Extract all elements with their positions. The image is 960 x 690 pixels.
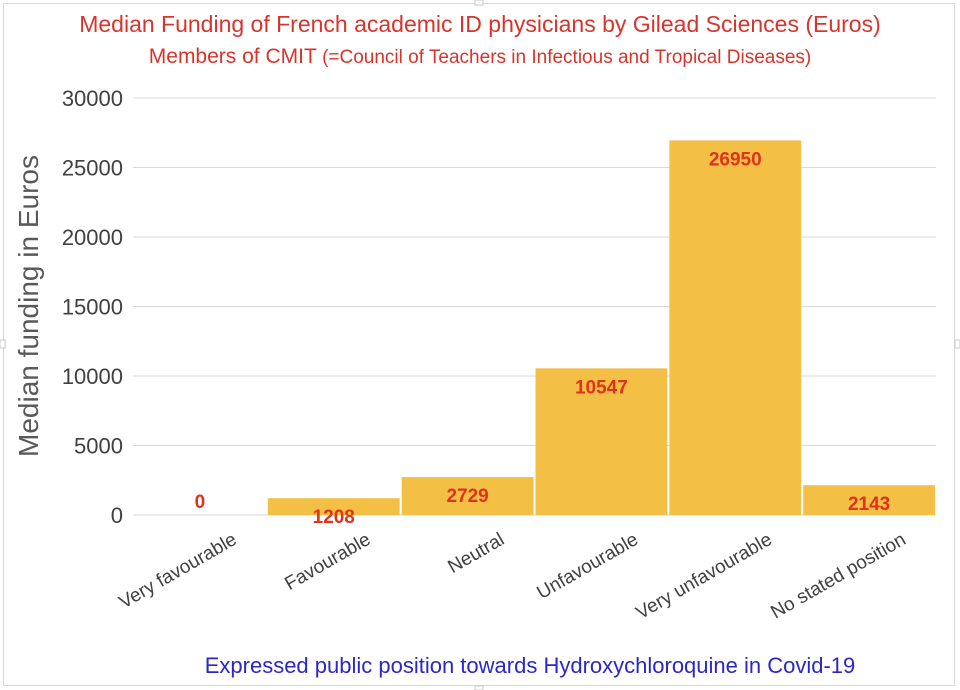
y-tick-label: 25000 <box>62 156 123 181</box>
chart-title: Median Funding of French academic ID phy… <box>79 11 881 37</box>
resize-handle-bottom[interactable] <box>474 685 484 690</box>
y-tick-label: 30000 <box>62 86 123 111</box>
bar <box>267 498 400 515</box>
gridlines <box>133 97 936 516</box>
x-axis-ticks: Very favourable Favourable Neutral Unfavour… <box>116 529 910 624</box>
x-axis-label: Expressed public position towards Hydrox… <box>204 653 856 678</box>
data-label: 1208 <box>313 507 355 528</box>
resize-handle-right[interactable] <box>954 339 960 349</box>
data-label: 26950 <box>709 149 762 170</box>
data-label: 2729 <box>446 486 488 507</box>
y-tick-label: 15000 <box>62 295 123 320</box>
x-tick-label: Neutral <box>445 529 509 578</box>
bar <box>401 477 534 515</box>
resize-handle-left[interactable] <box>0 339 6 349</box>
data-label: 0 <box>195 492 206 513</box>
y-tick-label: 20000 <box>62 225 123 250</box>
subtitle-main: Members of CMIT <box>148 45 317 68</box>
bar <box>669 140 802 515</box>
y-tick-label: 10000 <box>62 364 123 389</box>
bar <box>535 368 668 515</box>
data-label: 10547 <box>575 377 628 398</box>
y-axis-ticks: 0 5000 10000 15000 20000 25000 30000 <box>62 86 123 528</box>
subtitle-detail: (=Council of Teachers in Infectious and … <box>316 47 812 68</box>
data-labels: 0 1208 2729 10547 26950 2143 <box>195 149 891 528</box>
x-tick-label: Unfavourable <box>534 529 642 604</box>
resize-handle-top[interactable] <box>474 0 484 6</box>
data-label: 2143 <box>848 494 890 515</box>
bars <box>267 140 935 515</box>
chart-subtitle: Members of CMIT (=Council of Teachers in… <box>0 45 960 69</box>
x-tick-label: Very unfavourable <box>633 529 776 624</box>
y-axis-label: Median funding in Euros <box>13 155 44 457</box>
x-tick-label: No stated position <box>767 529 909 623</box>
bar <box>803 485 935 515</box>
y-tick-label: 5000 <box>74 434 123 459</box>
y-tick-label: 0 <box>111 503 123 528</box>
x-tick-label: Favourable <box>281 529 374 595</box>
x-tick-label: Very favourable <box>116 529 241 613</box>
